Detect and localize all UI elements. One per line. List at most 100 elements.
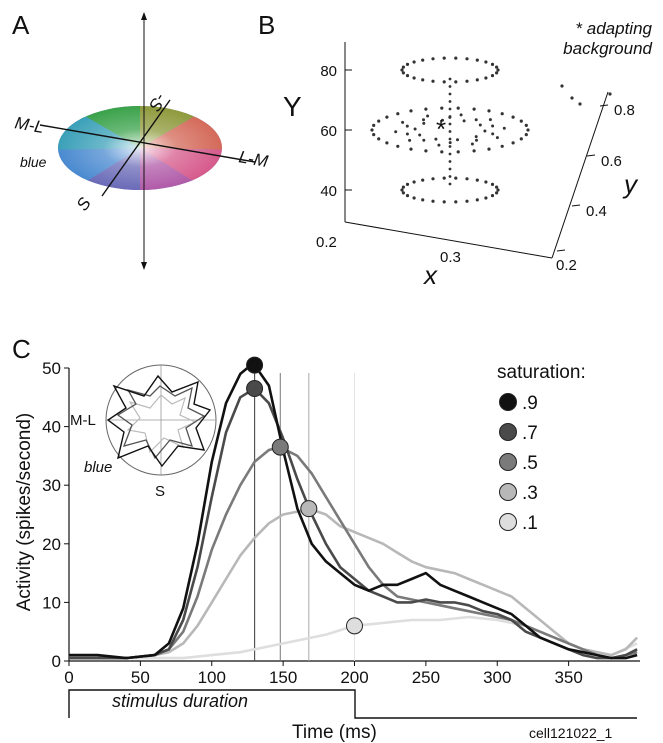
scatter-point — [524, 123, 528, 127]
scatter-point — [421, 78, 425, 82]
scatter-point — [478, 123, 482, 127]
y-axis — [551, 91, 609, 259]
peak-marker — [246, 380, 264, 398]
scatter-point — [448, 145, 452, 148]
scatter-point — [459, 113, 463, 117]
stimulus-duration-bar: stimulus duration — [68, 689, 637, 719]
scatter-point — [421, 198, 425, 202]
scatter-point — [437, 143, 441, 147]
scatter-point — [401, 71, 405, 75]
adapting-legend-line2: background — [563, 39, 652, 58]
scatter-point — [448, 182, 452, 186]
scatter-point — [405, 62, 410, 66]
scatter-point — [472, 149, 476, 153]
legend-swatch — [499, 483, 517, 501]
scatter-point — [418, 133, 422, 137]
scatter-point — [424, 107, 428, 111]
scatter-point — [474, 118, 478, 122]
scatter-point — [496, 68, 500, 72]
y-tick-label: 0.2 — [556, 257, 577, 274]
scatter-point — [475, 78, 479, 82]
scatter-point — [385, 115, 389, 119]
scatter-point — [465, 79, 469, 83]
scatter-point — [608, 92, 612, 96]
scatter-point — [475, 138, 478, 142]
panel-c-letter: C — [12, 334, 31, 364]
scatter-point — [448, 100, 452, 103]
scatter-point — [490, 182, 495, 186]
scatter-point — [475, 58, 479, 62]
panel-a: A M-L L-M S -S blue — [12, 10, 270, 270]
scatter-point — [434, 137, 438, 141]
scatter-point — [400, 188, 404, 192]
lm-label: L-M — [237, 147, 270, 171]
arrow-down-icon — [141, 262, 147, 270]
scatter-point — [465, 199, 469, 203]
x-tick-label: 0 — [64, 668, 73, 687]
scatter-point — [431, 57, 435, 61]
scatter-point — [385, 141, 389, 145]
scatter-point — [431, 79, 435, 83]
polar-trace-high — [106, 374, 212, 468]
x-tick-label: 150 — [269, 668, 297, 687]
scatter-point — [412, 76, 416, 80]
legend-swatch — [499, 453, 517, 471]
polar-s-label: S — [155, 483, 165, 500]
scatter-point — [472, 107, 476, 111]
scatter-point — [448, 115, 452, 118]
scatter-point — [412, 196, 416, 200]
peak-marker — [246, 356, 264, 374]
scatter-point — [484, 180, 488, 184]
y-tick-label: 10 — [42, 593, 61, 612]
scatter-point — [401, 185, 405, 189]
scatter-point — [431, 199, 435, 203]
scatter-point — [454, 56, 458, 60]
scatter-point — [511, 141, 515, 145]
scatter-point — [519, 119, 523, 123]
scatter-point — [448, 141, 452, 145]
scatter-point — [409, 147, 413, 151]
scatter-point — [474, 135, 478, 139]
scatter-point — [412, 180, 416, 184]
scatter-point — [370, 128, 374, 132]
scatter-point — [456, 138, 459, 142]
legend-title: saturation: — [497, 362, 586, 383]
scatter-point — [502, 126, 506, 130]
panel-a-letter: A — [12, 10, 30, 40]
legend-label: .1 — [522, 513, 538, 534]
scatter-point — [426, 114, 430, 118]
scatter-point — [487, 109, 491, 113]
x-axis-label: Time (ms) — [292, 722, 377, 743]
scatter-point — [448, 77, 452, 81]
stimulus-duration-label: stimulus duration — [112, 691, 248, 711]
series-line-sat3 — [69, 507, 639, 660]
scatter-point — [483, 129, 487, 133]
scatter-point — [487, 147, 491, 151]
scatter-point — [401, 191, 405, 195]
x-tick-label: 200 — [340, 668, 368, 687]
scatter-point — [421, 58, 425, 62]
scatter-point — [490, 74, 495, 78]
arrow-up-icon — [141, 12, 147, 20]
legend-swatch — [499, 513, 517, 531]
polar-trace-mid — [116, 385, 206, 460]
scatter-point — [372, 123, 376, 127]
series-line-sat5 — [69, 445, 638, 660]
scatter-point — [396, 112, 400, 116]
scatter-point — [475, 178, 479, 182]
x-tick-label: 50 — [131, 668, 150, 687]
blue-label: blue — [20, 154, 47, 170]
scatter-point — [405, 74, 410, 78]
s-label: S — [73, 194, 95, 215]
scatter-point — [495, 71, 499, 75]
cie-scatter — [370, 56, 612, 204]
legend-swatch — [499, 393, 517, 411]
scatter-point — [500, 144, 504, 148]
legend-label: .9 — [522, 393, 538, 414]
y-tick-label: 30 — [42, 476, 61, 495]
y-axis-label: Activity (spikes/second) — [14, 413, 35, 612]
scatter-point — [401, 120, 405, 124]
scatter-point — [484, 60, 488, 64]
scatter-point — [448, 122, 452, 126]
